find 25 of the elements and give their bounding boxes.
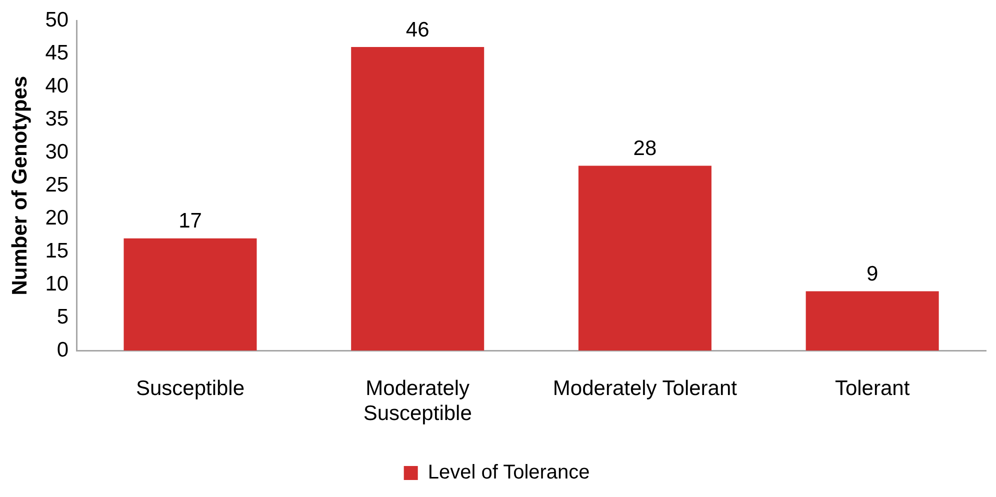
legend-label: Level of Tolerance xyxy=(428,462,590,484)
y-tick-label: 35 xyxy=(45,107,69,130)
bar xyxy=(124,238,257,351)
data-label: 28 xyxy=(633,137,657,160)
y-tick-label: 15 xyxy=(45,239,69,262)
y-tick-label: 5 xyxy=(56,305,69,328)
data-label: 17 xyxy=(178,210,202,233)
x-tick-label: Tolerant xyxy=(834,376,910,400)
y-tick-label: 0 xyxy=(56,338,69,362)
y-tick-label: 25 xyxy=(45,173,69,196)
data-label: 46 xyxy=(406,18,430,42)
y-tick-label: 30 xyxy=(45,140,69,164)
x-tick-label: Susceptible xyxy=(136,376,245,400)
bar xyxy=(806,291,939,351)
y-tick-label: 10 xyxy=(45,272,69,296)
x-tick-label: Moderately Tolerant xyxy=(552,376,738,400)
y-axis-title: Number of Genotypes xyxy=(8,76,32,296)
x-tick-label: Moderately Susceptible xyxy=(363,376,472,426)
bar xyxy=(578,166,712,351)
y-tick-label: 40 xyxy=(45,74,69,98)
data-label: 9 xyxy=(866,262,878,286)
y-tick-label: 45 xyxy=(45,41,69,64)
y-tick-label: 50 xyxy=(45,8,69,32)
y-tick-label: 20 xyxy=(45,206,69,230)
bar xyxy=(351,47,484,351)
